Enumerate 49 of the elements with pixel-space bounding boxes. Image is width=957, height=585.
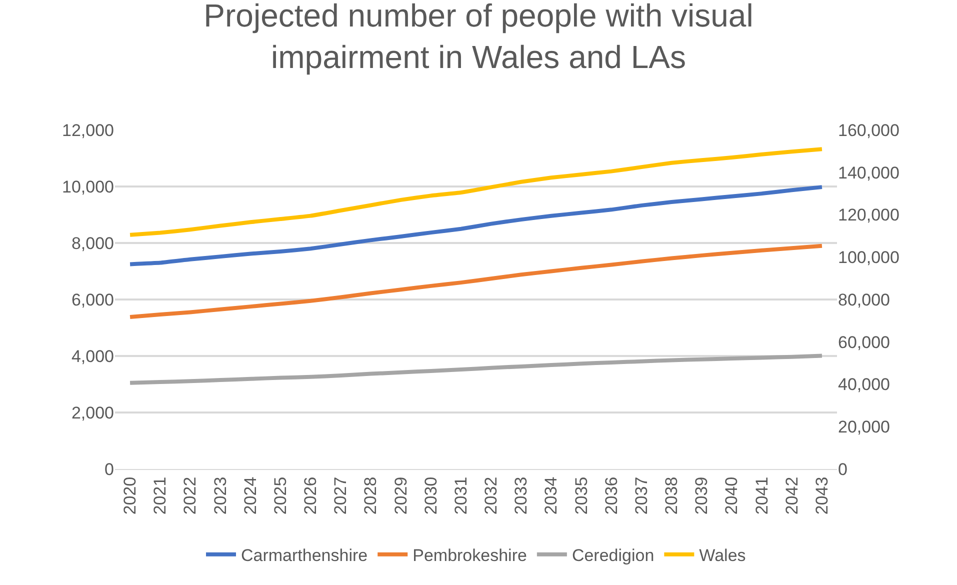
legend-label: Wales	[699, 546, 746, 565]
y-tick-label: 10,000	[62, 177, 114, 196]
x-tick-label: 2030	[421, 476, 440, 515]
y2-tick-label: 120,000	[838, 206, 900, 225]
legend-label: Ceredigion	[572, 546, 654, 565]
y2-tick-label: 160,000	[838, 120, 900, 140]
x-tick-label: 2036	[602, 476, 621, 515]
x-tick-label: 2027	[331, 476, 350, 515]
x-tick-label: 2028	[361, 476, 380, 515]
x-tick-label: 2037	[632, 476, 651, 515]
x-tick-label: 2033	[512, 476, 531, 515]
y2-tick-label: 80,000	[838, 290, 890, 310]
y2-tick-label: 20,000	[838, 418, 890, 437]
x-tick-label: 2043	[812, 476, 832, 515]
y2-tick-label: 140,000	[838, 163, 900, 182]
y-tick-label: 4,000	[71, 346, 114, 366]
line-series	[128, 244, 824, 320]
x-tick-label: 2029	[391, 476, 410, 515]
x-tick-label: 2024	[240, 476, 260, 515]
x-tick-label: 2038	[662, 476, 682, 515]
legend-label: Carmarthenshire	[241, 546, 368, 565]
x-tick-label: 2042	[782, 476, 802, 515]
x-tick-label: 2032	[482, 476, 501, 515]
x-tick-label: 2025	[270, 476, 290, 515]
y2-tick-label: 60,000	[838, 332, 890, 352]
x-tick-label: 2026	[301, 476, 320, 515]
x-tick-label: 2022	[180, 476, 200, 515]
line-series	[128, 147, 824, 237]
y-tick-label: 8,000	[71, 234, 114, 253]
x-tick-label: 2041	[752, 476, 772, 515]
line-series	[128, 354, 824, 385]
x-tick-label: 2035	[572, 476, 591, 515]
y2-tick-label: 0	[838, 460, 848, 479]
x-tick-label: 2021	[150, 476, 170, 515]
y-tick-label: 2,000	[71, 403, 114, 422]
chart-title: Projected number of people with visual impairment in Wales and LAs	[204, 0, 754, 75]
y-tick-label: 0	[104, 460, 114, 479]
y2-tick-label: 100,000	[838, 248, 900, 268]
line-series	[128, 185, 824, 266]
y-tick-label: 6,000	[71, 290, 114, 310]
legend-label: Pembrokeshire	[412, 546, 527, 565]
x-tick-label: 2020	[120, 476, 140, 515]
x-tick-label: 2034	[542, 476, 561, 515]
x-tick-label: 2040	[722, 476, 742, 515]
x-tick-label: 2031	[451, 476, 470, 515]
x-tick-label: 2023	[210, 476, 230, 515]
y-tick-label: 12,000	[62, 120, 114, 140]
y2-tick-label: 40,000	[838, 375, 890, 394]
x-tick-label: 2039	[692, 476, 712, 515]
